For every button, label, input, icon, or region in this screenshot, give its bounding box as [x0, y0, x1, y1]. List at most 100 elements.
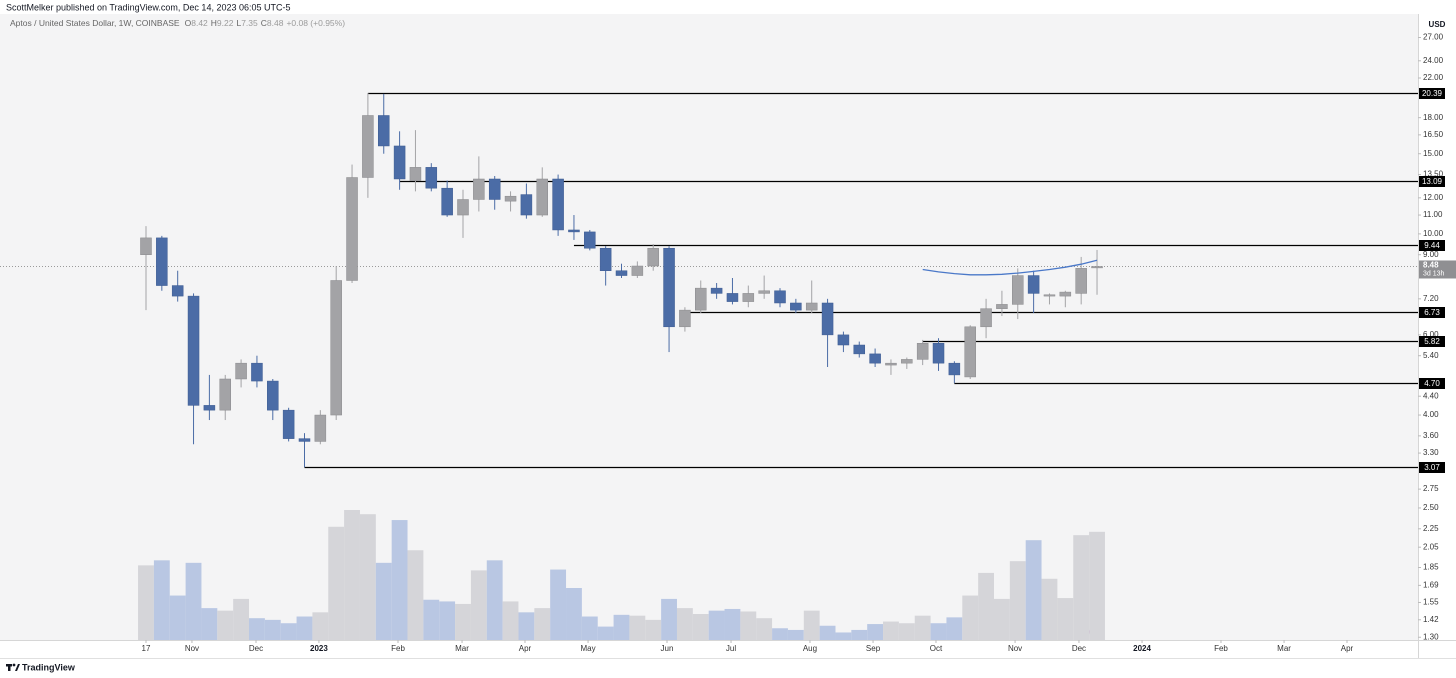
candle-body	[948, 362, 961, 376]
brand: TradingView	[22, 662, 76, 672]
volume-bar	[692, 614, 709, 640]
candle-body	[695, 287, 707, 311]
volume-bar	[930, 623, 947, 640]
volume-bar	[597, 626, 614, 640]
x-tick-label: Jul	[726, 644, 736, 653]
ohlc-value: 8.48	[267, 18, 284, 28]
candle-body	[837, 334, 850, 346]
volume-bar	[708, 610, 725, 640]
y-tick-label: 5.40	[1423, 351, 1439, 360]
level-label-bg	[1419, 336, 1445, 347]
candle-body	[156, 237, 168, 286]
volume-bar	[962, 595, 979, 640]
volume-bar	[613, 614, 630, 640]
candle-body	[885, 362, 897, 366]
level-label-bg	[1419, 176, 1445, 187]
candle-body	[679, 309, 691, 328]
candle-body	[599, 247, 612, 271]
candle-body	[996, 304, 1008, 309]
level-label-bg	[1419, 462, 1445, 473]
candle-body	[251, 362, 263, 382]
volume-bar	[724, 608, 741, 640]
x-tick-label: Sep	[866, 644, 881, 653]
volume-bar	[819, 625, 836, 640]
y-tick-label: 1.69	[1423, 580, 1439, 589]
volume-bar	[993, 598, 1010, 640]
level-label: 13.09	[1422, 177, 1443, 186]
y-tick-label: 11.00	[1423, 210, 1443, 219]
candle-body	[171, 285, 184, 297]
ohlc-value: 7.35	[241, 18, 258, 28]
candle-body	[1091, 266, 1103, 269]
level-label: 3.07	[1424, 463, 1440, 472]
volume-bar	[581, 616, 598, 640]
volume-bar	[153, 560, 170, 640]
ohlc-label: C	[261, 18, 267, 28]
candle-body	[1043, 294, 1056, 297]
volume-bar	[391, 520, 408, 640]
y-tick-label: 6.00	[1423, 330, 1439, 339]
candle-body	[1027, 275, 1040, 294]
candle-body	[473, 178, 485, 200]
candle-body	[520, 194, 533, 216]
candle-body	[663, 247, 675, 328]
candle-body	[1059, 291, 1072, 297]
symbol: Aptos / United States Dollar, 1W, COINBA…	[10, 18, 180, 28]
publisher: ScottMelker published on TradingView.com…	[6, 2, 291, 12]
level-label: 20.39	[1422, 89, 1443, 98]
volume-bar	[359, 514, 376, 640]
volume-bar	[835, 632, 852, 640]
y-tick-label: 2.50	[1423, 503, 1439, 512]
volume-bar	[1009, 561, 1026, 640]
candle-body	[536, 178, 549, 216]
volume-bar	[803, 610, 820, 640]
volume-bar	[534, 608, 551, 640]
ohlc-value: 8.42	[191, 18, 208, 28]
x-tick-label: Nov	[1008, 644, 1022, 653]
candle-body	[631, 265, 644, 276]
volume-bar	[169, 595, 186, 640]
candle-body	[346, 177, 358, 281]
volume-bar	[898, 623, 915, 640]
x-tick-label: Feb	[1214, 644, 1228, 653]
candle-body	[441, 187, 453, 216]
volume-bar	[201, 608, 218, 640]
volume-bar	[518, 612, 535, 640]
y-tick-label: 3.30	[1423, 448, 1439, 457]
candle-body	[377, 115, 390, 147]
y-tick-label: 9.00	[1423, 250, 1439, 259]
x-tick-label: Mar	[1277, 644, 1291, 653]
countdown: 3d 13h	[1423, 270, 1445, 277]
candle-body	[409, 167, 422, 181]
volume-bar	[978, 572, 994, 640]
volume-bar	[502, 601, 519, 640]
candle-body	[853, 344, 866, 355]
level-label: 5.82	[1424, 337, 1440, 346]
volume-bar	[185, 562, 202, 640]
candle-body	[362, 115, 374, 178]
candle-body	[774, 290, 786, 304]
volume-bar	[883, 621, 899, 640]
volume-bar	[249, 618, 265, 640]
volume-bar	[629, 615, 646, 640]
ohlc-label: H	[211, 18, 217, 28]
candle-body	[742, 293, 755, 302]
candle-body	[758, 290, 770, 294]
x-tick-label: Apr	[1341, 644, 1354, 653]
change: +0.08 (+0.95%)	[286, 18, 345, 28]
volume-bar	[328, 526, 345, 640]
volume-bar	[296, 616, 313, 640]
candle-body	[298, 438, 311, 442]
volume-bar	[217, 610, 234, 640]
y-tick-label: 27.00	[1423, 33, 1444, 42]
candle-body	[901, 359, 913, 364]
candle-body	[726, 293, 739, 302]
volume-bar	[486, 560, 503, 640]
brand-logo	[6, 663, 20, 671]
volume-bar	[138, 565, 154, 640]
candle-body	[805, 302, 818, 311]
volume-bar	[233, 598, 250, 640]
candle-body	[932, 343, 945, 364]
volume-bar	[1057, 598, 1074, 640]
candle-body	[964, 326, 976, 378]
